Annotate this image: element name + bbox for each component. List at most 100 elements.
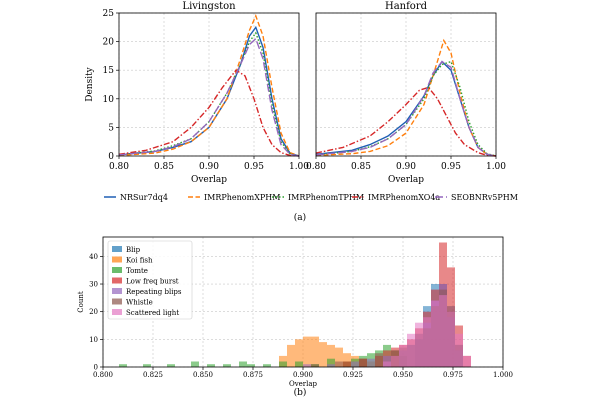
legend-swatch-blip — [112, 246, 122, 252]
histogram-bar-repeating-blips — [327, 364, 335, 367]
top-legend: NRSur7dq4 IMRPhenomXPHM IMRPhenomTPHM IMRPh… — [104, 193, 518, 202]
x-tick-label: 0.900 — [293, 371, 313, 379]
y-tick-label: 5 — [108, 123, 114, 133]
x-tick-label: 0.825 — [143, 371, 163, 379]
density-line-imrphenomxphm — [118, 14, 300, 157]
caption-a: (a) — [294, 212, 306, 223]
x-tick-label: 0.800 — [93, 371, 113, 379]
legend-label: IMRPhenomXPHM — [204, 193, 280, 202]
x-tick-label: 0.85 — [351, 162, 371, 172]
histogram-bar-scattered-light — [447, 311, 455, 367]
x-tick-label: 0.90 — [199, 162, 219, 172]
y-tick-label: 0 — [94, 364, 98, 372]
histogram-bar-scattered-light — [399, 344, 407, 367]
density-line-seobnrv5phm — [118, 37, 300, 157]
histogram-bar-tomte — [167, 364, 175, 367]
legend-label: NRSur7dq4 — [120, 193, 168, 202]
histogram-bar-koi-fish — [279, 355, 287, 367]
histogram-bar-koi-fish — [319, 342, 327, 367]
legend-label: SEOBNRv5PHM — [451, 193, 518, 202]
legend-swatch-whistle — [112, 298, 122, 305]
y-tick-label: 30 — [89, 281, 98, 289]
livingston-panel: 0.80 0.85 0.90 0.95 1.00 0 5 10 15 20 25 Livingston… — [85, 1, 309, 185]
x-tick-label: 0.875 — [243, 371, 263, 379]
histogram-bar-koi-fish — [287, 344, 295, 367]
x-tick-label: 0.925 — [343, 371, 363, 379]
density-line-imrphenomtphm — [118, 31, 300, 157]
histogram-bar-whistle — [335, 361, 343, 367]
histogram-bar-scattered-light — [423, 317, 431, 367]
histogram-bar-tomte — [239, 361, 247, 367]
density-line-imrphenomxo4a — [315, 86, 497, 157]
histogram-bar-whistle — [311, 364, 319, 367]
density-line-imrphenomxphm — [315, 38, 497, 157]
histogram-bar-scattered-light — [455, 333, 463, 367]
legend-label: IMRPhenomXO4a — [368, 193, 440, 202]
x-tick-label: 0.975 — [443, 371, 463, 379]
y-tick-label: 40 — [89, 253, 98, 261]
histogram-bar-tomte — [327, 358, 335, 367]
x-axis-label: Overlap — [388, 175, 424, 185]
density-line-nrsur7dq4 — [118, 25, 300, 157]
density-line-seobnrv5phm — [315, 60, 497, 157]
hanford-panel: 0.80 0.85 0.90 0.95 1.00 Hanford Overlap — [306, 1, 506, 185]
histogram-bar-tomte — [143, 364, 151, 367]
y-tick-label: 25 — [103, 9, 115, 19]
histogram-bar-scattered-light — [407, 333, 415, 367]
x-tick-label: 0.850 — [193, 371, 213, 379]
y-tick-label: 0 — [108, 152, 114, 162]
legend-swatch-scattered-light — [112, 309, 122, 315]
y-tick-label: 10 — [89, 336, 98, 344]
histogram-bar-repeating-blips — [367, 358, 375, 367]
histogram-bar-whistle — [375, 353, 383, 367]
y-tick-label: 15 — [103, 66, 115, 76]
histogram-panel: 0.800 0.825 0.850 0.875 0.900 0.925 0.950 0.975… — [77, 236, 513, 388]
x-tick-label: 0.95 — [441, 162, 461, 172]
histogram-bar-tomte — [279, 361, 287, 367]
histogram-bar-tomte — [119, 364, 127, 367]
x-tick-label: 0.90 — [396, 162, 416, 172]
y-tick-label: 20 — [89, 308, 98, 316]
x-tick-label: 1.00 — [289, 162, 309, 172]
x-tick-label: 0.80 — [306, 162, 326, 172]
legend-label: Whistle — [126, 299, 153, 307]
histogram-bar-koi-fish — [343, 353, 351, 367]
legend-swatch-tomte — [112, 267, 122, 273]
x-tick-label: 1.00 — [486, 162, 506, 172]
caption-b: (b) — [294, 387, 307, 398]
y-tick-label: 20 — [103, 38, 115, 48]
legend-label: Blip — [126, 246, 141, 254]
histogram-bar-koi-fish — [303, 336, 311, 367]
legend-label: Tomte — [126, 267, 148, 275]
histogram-bar-scattered-light — [439, 295, 447, 367]
legend-label: Low freq burst — [126, 278, 179, 286]
histogram-bar-tomte — [223, 364, 231, 367]
histogram-bar-scattered-light — [463, 355, 471, 367]
histogram-bar-low-freq-burst — [343, 361, 351, 367]
legend-frame — [107, 240, 193, 320]
y-axis-label: Density — [85, 66, 95, 101]
histogram-bar-tomte — [295, 361, 303, 367]
x-axis-label: Overlap — [289, 380, 318, 388]
histogram-bar-repeating-blips — [351, 361, 359, 367]
legend-swatch-low-freq-burst — [112, 277, 122, 284]
legend-label: Repeating blips — [126, 288, 182, 296]
x-tick-label: 0.80 — [109, 162, 129, 172]
legend-label: Scattered light — [126, 309, 179, 317]
histogram-bar-koi-fish — [311, 336, 319, 367]
histogram-bar-koi-fish — [327, 344, 335, 367]
histogram-bar-koi-fish — [335, 347, 343, 367]
x-tick-label: 0.95 — [244, 162, 264, 172]
panel-title: Hanford — [385, 1, 428, 12]
histogram-bar-repeating-blips — [303, 364, 311, 367]
legend-swatch-koi-fish — [112, 256, 122, 263]
density-line-imrphenomxo4a — [118, 69, 300, 157]
legend-label: IMRPhenomTPHM — [288, 193, 364, 202]
legend-swatch-repeating-blips — [112, 288, 122, 294]
histogram-bar-tomte — [207, 364, 215, 367]
density-line-nrsur7dq4 — [315, 60, 497, 157]
histogram-bar-scattered-light — [391, 355, 399, 367]
histogram-bar-tomte — [247, 364, 255, 367]
histogram-bar-tomte — [191, 361, 199, 367]
